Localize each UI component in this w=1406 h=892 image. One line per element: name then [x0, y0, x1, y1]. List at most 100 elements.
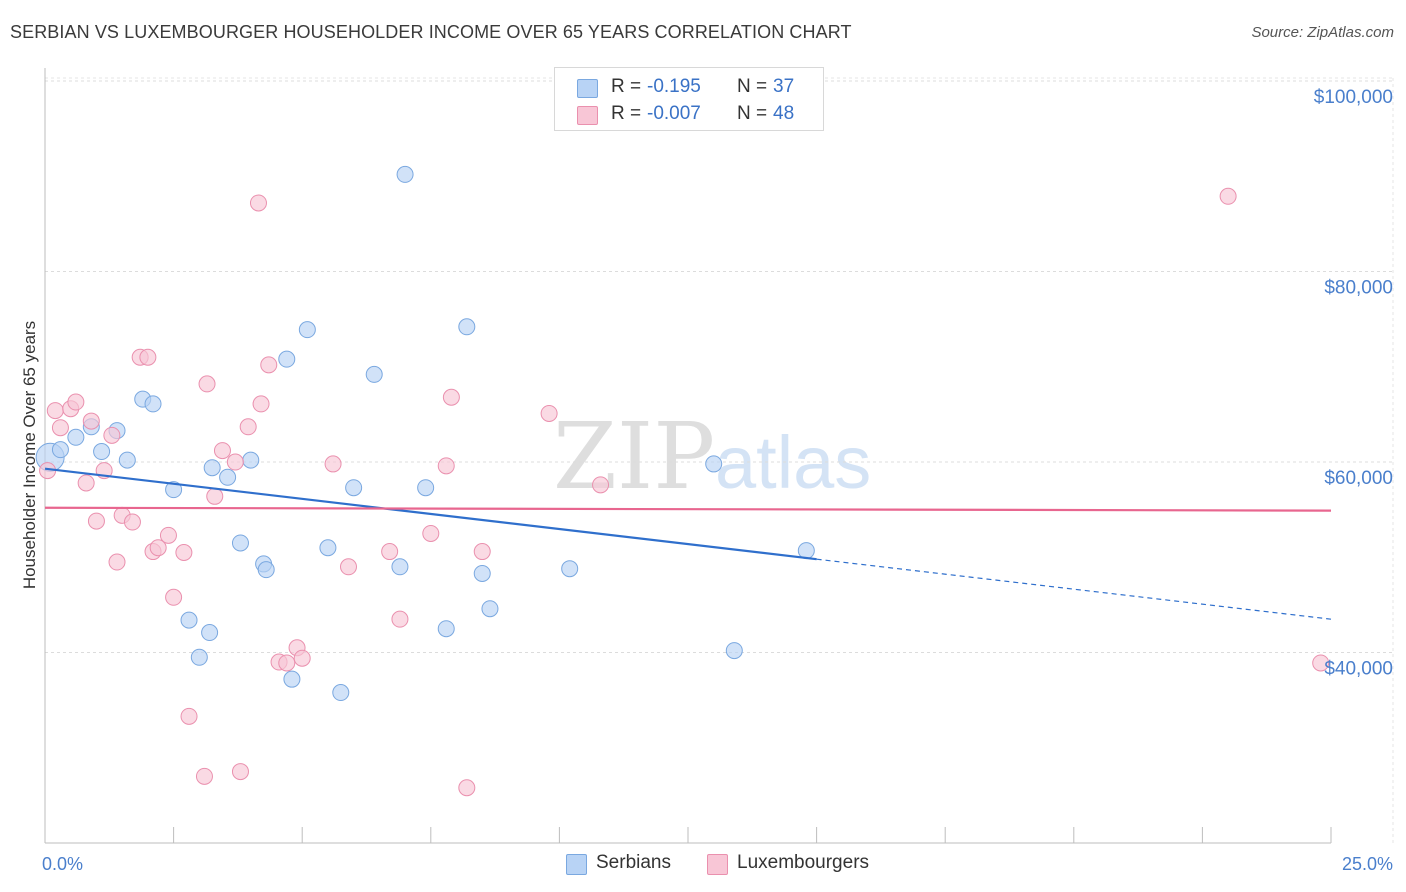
point-luxembourgers — [339, 558, 357, 576]
y-axis-label: Householder Income Over 65 years — [20, 321, 39, 589]
point-serbians — [417, 479, 435, 497]
point-luxembourgers — [540, 404, 558, 422]
point-serbians — [67, 428, 85, 446]
n-value: 37 — [773, 76, 795, 97]
point-luxembourgers — [51, 419, 69, 437]
point-serbians — [561, 560, 579, 578]
point-serbians — [180, 611, 198, 629]
r-label: R = — [611, 76, 642, 97]
point-serbians — [165, 481, 183, 499]
point-luxembourgers — [123, 513, 141, 531]
y-tick-label: $100,000 — [1314, 87, 1393, 108]
watermark-zip: ZIP — [553, 403, 715, 510]
point-luxembourgers — [381, 543, 399, 561]
axis-labels: $40,000 $60,000 $80,000 $100,000 0.0% 25.0% Ho… — [20, 87, 1393, 874]
trend-line-serbians — [44, 467, 817, 561]
point-luxembourgers — [260, 356, 278, 374]
point-luxembourgers — [149, 539, 167, 557]
point-serbians — [319, 539, 337, 557]
point-luxembourgers — [442, 388, 460, 406]
point-serbians — [396, 165, 414, 183]
n-label: N = — [737, 76, 768, 97]
point-luxembourgers — [231, 763, 249, 781]
point-luxembourgers — [139, 348, 157, 366]
point-luxembourgers — [249, 194, 267, 212]
r-value: -0.195 — [647, 76, 701, 97]
point-luxembourgers — [458, 779, 476, 797]
point-luxembourgers — [391, 610, 409, 628]
point-serbians — [437, 620, 455, 638]
x-tick-label: 25.0% — [1342, 854, 1393, 874]
point-luxembourgers — [180, 707, 198, 725]
point-luxembourgers — [213, 442, 231, 460]
point-luxembourgers — [159, 526, 177, 544]
point-luxembourgers — [239, 418, 257, 436]
point-serbians — [51, 441, 69, 459]
r-value: -0.007 — [647, 103, 701, 124]
point-serbians — [283, 670, 301, 688]
point-serbians — [118, 451, 136, 469]
legend-swatch-serbians — [577, 79, 598, 98]
point-luxembourgers — [46, 402, 64, 420]
point-serbians — [345, 479, 363, 497]
point-serbians — [797, 542, 815, 560]
point-luxembourgers — [252, 395, 270, 413]
point-serbians — [458, 318, 476, 336]
legend-swatch-luxembourgers — [577, 106, 598, 125]
point-luxembourgers — [206, 487, 224, 505]
point-luxembourgers — [278, 654, 296, 672]
point-luxembourgers — [198, 375, 216, 393]
y-tick-label: $40,000 — [1324, 659, 1393, 680]
point-luxembourgers — [592, 476, 610, 494]
stats-legend: R = -0.195 N = 37 R = -0.007 N = 48 — [554, 67, 824, 131]
point-luxembourgers — [87, 512, 105, 530]
data-points — [35, 165, 1330, 797]
legend-label-serbians: Serbians — [596, 852, 671, 873]
point-luxembourgers — [67, 393, 85, 411]
point-serbians — [219, 468, 237, 486]
point-luxembourgers — [324, 455, 342, 473]
point-serbians — [93, 443, 111, 461]
trend-lines — [44, 467, 1332, 620]
point-serbians — [473, 564, 491, 582]
trend-line-serbians-extension — [816, 558, 1332, 620]
point-serbians — [332, 684, 350, 702]
point-serbians — [365, 365, 383, 383]
n-label: N = — [737, 103, 768, 124]
point-luxembourgers — [437, 457, 455, 475]
point-serbians — [203, 459, 221, 477]
point-luxembourgers — [226, 453, 244, 471]
point-serbians — [481, 600, 499, 618]
point-luxembourgers — [82, 412, 100, 430]
point-serbians — [201, 624, 219, 642]
x-tick-label: 0.0% — [42, 854, 83, 874]
point-luxembourgers — [175, 544, 193, 562]
point-serbians — [257, 561, 275, 579]
chart-title: SERBIAN VS LUXEMBOURGER HOUSEHOLDER INCO… — [10, 22, 852, 42]
point-serbians — [242, 451, 260, 469]
legend-label-luxembourgers: Luxembourgers — [737, 852, 870, 873]
point-luxembourgers — [1312, 654, 1330, 672]
point-luxembourgers — [1219, 187, 1237, 205]
point-serbians — [725, 642, 743, 660]
point-luxembourgers — [473, 543, 491, 561]
point-luxembourgers — [103, 426, 121, 444]
point-serbians — [231, 534, 249, 552]
point-luxembourgers — [422, 524, 440, 542]
watermark-atlas: atlas — [715, 421, 871, 504]
point-serbians — [391, 558, 409, 576]
r-label: R = — [611, 103, 642, 124]
point-serbians — [144, 395, 162, 413]
point-serbians — [190, 648, 208, 666]
point-luxembourgers — [108, 553, 126, 571]
legend-swatch-luxembourgers — [707, 854, 728, 875]
y-tick-label: $80,000 — [1324, 278, 1393, 299]
point-luxembourgers — [195, 767, 213, 785]
source-label: Source: ZipAtlas.com — [1251, 24, 1394, 41]
point-luxembourgers — [293, 649, 311, 667]
point-luxembourgers — [165, 588, 183, 606]
legend-swatch-serbians — [566, 854, 587, 875]
point-luxembourgers — [77, 474, 95, 492]
point-serbians — [705, 455, 723, 473]
point-serbians — [298, 321, 316, 339]
